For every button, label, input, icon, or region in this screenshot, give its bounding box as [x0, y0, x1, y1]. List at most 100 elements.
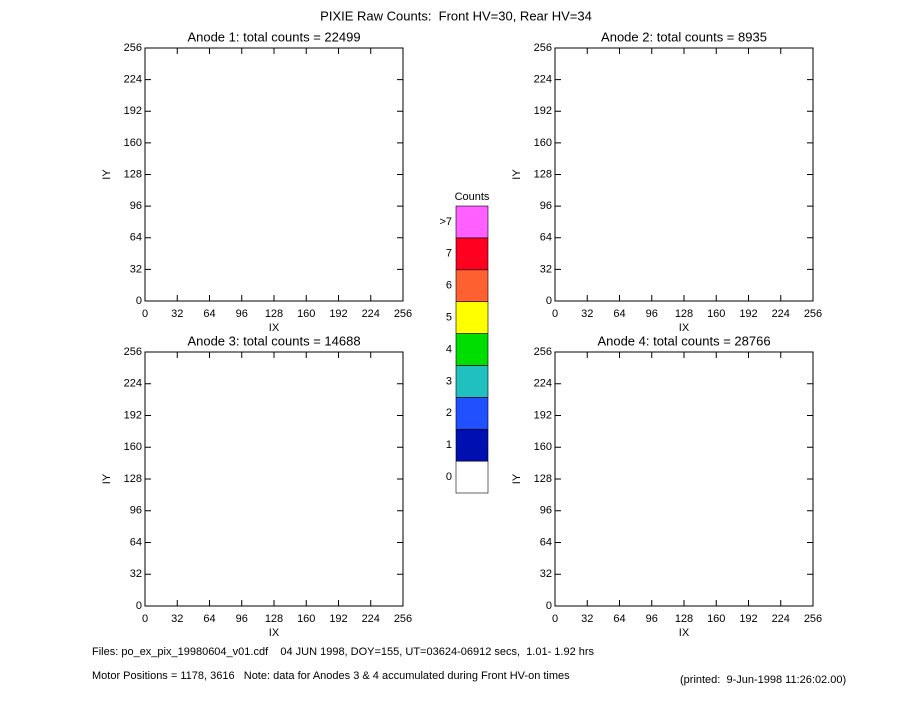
y-tick-label: 0: [136, 600, 142, 612]
y-tick-label: 0: [546, 295, 552, 307]
y-tick-label: 192: [124, 105, 142, 117]
x-tick-label: 256: [804, 613, 822, 625]
x-tick-label: 96: [236, 308, 248, 320]
x-tick-label: 224: [772, 308, 790, 320]
y-tick-label: 96: [130, 200, 142, 212]
colorbar-swatch: [455, 237, 489, 271]
y-tick-label: 128: [124, 168, 142, 180]
y-tick-label: 224: [124, 378, 142, 390]
x-axis-label: IX: [679, 627, 690, 639]
colorbar-label: 1: [446, 439, 452, 451]
plot-frame: [554, 351, 814, 607]
colorbar-label: 5: [446, 312, 452, 324]
y-axis-label: IY: [511, 169, 523, 180]
colorbar-swatch: [455, 428, 489, 462]
colorbar-title: Counts: [455, 191, 490, 203]
x-tick-label: 256: [394, 308, 412, 320]
y-tick-label: 64: [130, 232, 142, 244]
x-tick-label: 192: [739, 613, 757, 625]
colorbar-swatch: [455, 269, 489, 302]
y-tick-label: 64: [540, 536, 552, 548]
y-tick-label: 32: [540, 568, 552, 580]
x-tick-label: 224: [772, 613, 790, 625]
x-tick-label: 192: [329, 613, 347, 625]
x-tick-label: 64: [203, 308, 215, 320]
y-tick-label: 32: [130, 263, 142, 275]
x-tick-label: 0: [142, 613, 148, 625]
colorbar-label: 6: [446, 280, 452, 292]
x-tick-label: 96: [646, 308, 658, 320]
y-tick-label: 160: [124, 441, 142, 453]
y-tick-label: 128: [534, 473, 552, 485]
y-tick-label: 256: [534, 42, 552, 54]
colorbar-swatch: [455, 205, 489, 239]
footer-motor: Motor Positions = 1178, 3616 Note: data …: [92, 670, 570, 682]
y-axis-label: IY: [101, 473, 113, 484]
plot-title: Anode 4: total counts = 28766: [597, 333, 770, 348]
x-tick-label: 64: [613, 308, 625, 320]
y-tick-label: 192: [534, 105, 552, 117]
y-tick-label: 192: [124, 409, 142, 421]
y-tick-label: 256: [534, 346, 552, 358]
y-tick-label: 0: [136, 295, 142, 307]
x-tick-label: 160: [707, 613, 725, 625]
y-axis-label: IY: [101, 169, 113, 180]
plot-frame: [554, 47, 814, 302]
footer-printed: (printed: 9-Jun-1998 11:26:02.00): [680, 674, 846, 686]
x-tick-label: 32: [171, 308, 183, 320]
y-tick-label: 128: [124, 473, 142, 485]
x-tick-label: 224: [362, 308, 380, 320]
x-axis-label: IX: [679, 322, 690, 334]
plot-title: Anode 3: total counts = 14688: [187, 333, 360, 348]
colorbar-swatch: [455, 397, 489, 430]
x-tick-label: 160: [297, 308, 315, 320]
plot-title: Anode 1: total counts = 22499: [187, 29, 360, 44]
x-tick-label: 64: [613, 613, 625, 625]
plot-title: Anode 2: total counts = 8935: [601, 29, 767, 44]
x-tick-label: 224: [362, 613, 380, 625]
x-tick-label: 96: [236, 613, 248, 625]
x-tick-label: 0: [552, 308, 558, 320]
x-tick-label: 160: [707, 308, 725, 320]
x-tick-label: 160: [297, 613, 315, 625]
colorbar-label: 7: [446, 248, 452, 260]
colorbar-swatch: [455, 301, 489, 334]
x-tick-label: 32: [171, 613, 183, 625]
x-tick-label: 192: [739, 308, 757, 320]
colorbar-label: 2: [446, 407, 452, 419]
colorbar-label: 4: [446, 343, 452, 355]
y-tick-label: 0: [546, 600, 552, 612]
y-tick-label: 224: [534, 378, 552, 390]
footer-files: Files: po_ex_pix_19980604_v01.cdf 04 JUN…: [92, 646, 595, 658]
x-tick-label: 0: [552, 613, 558, 625]
plot-frame: [144, 47, 404, 302]
y-tick-label: 128: [534, 168, 552, 180]
y-tick-label: 256: [124, 346, 142, 358]
y-tick-label: 96: [540, 505, 552, 517]
y-tick-label: 64: [540, 232, 552, 244]
x-tick-label: 96: [646, 613, 658, 625]
y-tick-label: 160: [124, 137, 142, 149]
y-tick-label: 160: [534, 137, 552, 149]
x-tick-label: 256: [394, 613, 412, 625]
x-tick-label: 32: [581, 613, 593, 625]
x-axis-label: IX: [269, 322, 280, 334]
x-tick-label: 256: [804, 308, 822, 320]
x-tick-label: 0: [142, 308, 148, 320]
x-tick-label: 192: [329, 308, 347, 320]
y-tick-label: 160: [534, 441, 552, 453]
x-tick-label: 64: [203, 613, 215, 625]
x-tick-label: 128: [265, 308, 283, 320]
y-tick-label: 32: [540, 263, 552, 275]
y-tick-label: 96: [540, 200, 552, 212]
y-tick-label: 224: [534, 74, 552, 86]
colorbar-label: 0: [446, 471, 452, 483]
x-tick-label: 128: [265, 613, 283, 625]
colorbar-label: >7: [439, 216, 452, 228]
x-tick-label: 128: [675, 613, 693, 625]
colorbar-swatch: [455, 460, 489, 494]
y-axis-label: IY: [511, 473, 523, 484]
x-tick-label: 32: [581, 308, 593, 320]
colorbar-swatch: [455, 365, 489, 398]
y-tick-label: 256: [124, 42, 142, 54]
